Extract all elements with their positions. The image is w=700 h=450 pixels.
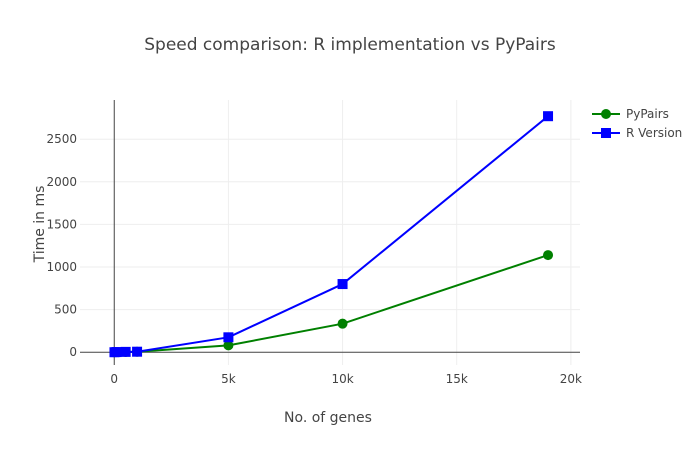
series-layer [109,111,554,358]
x-tick-label: 15k [446,372,468,386]
data-point-r-version[interactable] [132,346,143,357]
legend-marker-r-version [601,128,611,138]
y-axis-title: Time in ms [32,186,48,264]
axes [80,100,580,365]
legend[interactable]: PyPairs R Version [592,107,682,140]
y-tick-label: 1000 [46,260,77,274]
y-tick-label: 2000 [46,175,77,189]
legend-label-r-version: R Version [626,126,682,140]
x-tick-label: 10k [331,372,353,386]
data-point-r-version[interactable] [223,332,234,343]
y-tick-label: 500 [54,303,77,317]
legend-item-r-version[interactable]: R Version [592,126,682,140]
x-tick-label: 0 [110,372,118,386]
y-gridlines [80,138,580,311]
x-tick-label: 20k [560,372,582,386]
legend-label-pypairs: PyPairs [626,107,669,121]
y-tick-label: 1500 [46,217,77,231]
data-point-pypairs[interactable] [337,318,348,329]
legend-marker-pypairs [601,109,611,119]
y-tick-label: 2500 [46,132,77,146]
y-tick-label: 0 [69,345,77,359]
data-point-pypairs[interactable] [223,340,234,351]
data-point-r-version[interactable] [543,111,554,122]
data-point-r-version[interactable] [111,347,122,358]
data-point-r-version[interactable] [120,346,131,357]
data-point-r-version[interactable] [337,279,348,290]
chart-title: Speed comparison: R implementation vs Py… [144,35,556,55]
x-gridlines [227,100,572,365]
x-tick-labels: 0 5k 10k 15k 20k [110,372,582,386]
y-tick-labels: 0 500 1000 1500 2000 2500 [46,132,77,359]
x-tick-label: 5k [221,372,236,386]
legend-item-pypairs[interactable]: PyPairs [592,107,669,121]
series-r-version [109,111,554,358]
data-point-pypairs[interactable] [543,250,554,261]
x-axis-title: No. of genes [284,410,372,426]
